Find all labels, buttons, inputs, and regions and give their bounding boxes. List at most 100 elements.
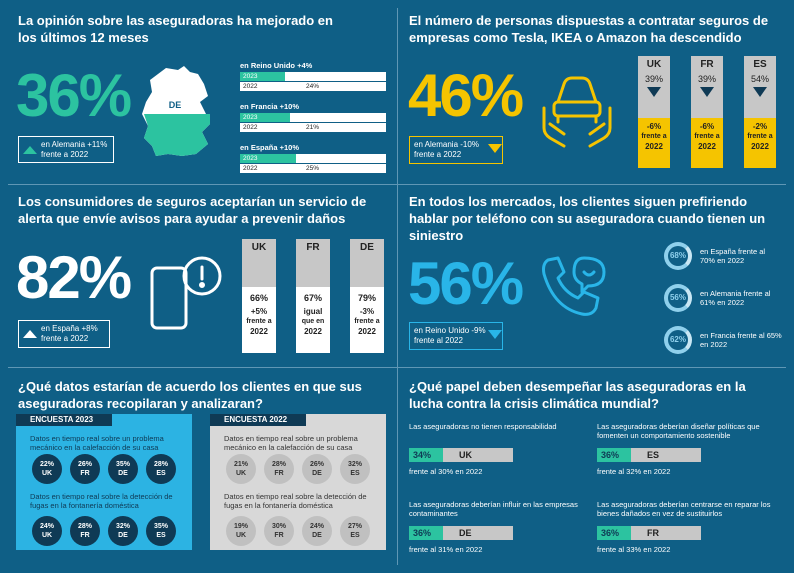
circle-country: ES [350, 532, 360, 539]
q2-note-text: en Alemania -10% frente a 2022 [414, 140, 479, 159]
year-label: 2022 [243, 165, 258, 172]
change-line2: que en [301, 318, 325, 325]
column-pct: 67% [303, 293, 322, 303]
change-line1: igual [303, 307, 323, 316]
country-circle: 24% DE [302, 516, 332, 546]
climate-country: FR [631, 526, 701, 540]
column-bottom: -6% frente a 2022 [638, 118, 670, 168]
change-sub: frente a [641, 133, 667, 140]
change-line1: +5% [250, 307, 268, 316]
q1-note: en Alemania +11% frente a 2022 [18, 136, 114, 163]
circle-value: 24% [39, 523, 54, 530]
country-circle: 30% FR [264, 516, 294, 546]
column-top: FR 39% [691, 56, 723, 118]
column-top: UK 39% [638, 56, 670, 118]
change-year: 2022 [751, 142, 769, 151]
climate-pct: 34% [409, 448, 443, 462]
circle-country: ES [156, 470, 166, 477]
column-pct: 79% [357, 293, 376, 303]
change-sub: frente a [747, 133, 773, 140]
country-label: en Reino Unido +4% [240, 61, 313, 70]
year-bar: 2023 31% [240, 113, 386, 122]
country-circle: 27% ES [340, 516, 370, 546]
column-top: DE [350, 239, 384, 287]
column-fr: FR 67% igual que en 2022 [296, 239, 330, 353]
column-top: UK [242, 239, 276, 287]
change-line3: 2022 [358, 327, 376, 336]
climate-pct: 36% [409, 526, 443, 540]
column-pct: 66% [249, 293, 268, 303]
change-line3: 2022 [250, 327, 268, 336]
climate-bar: 36% ES [597, 448, 701, 462]
q1-note-text: en Alemania +11% frente a 2022 [41, 139, 108, 159]
circle-value: 28% [153, 461, 168, 468]
column-uk: UK 39% -6% frente a 2022 [638, 56, 670, 168]
country-circle: 35% ES [146, 516, 176, 546]
circle-value: 32% [115, 523, 130, 530]
down-arrow-icon [753, 87, 767, 97]
circle-value: 27% [347, 523, 362, 530]
q6-title: ¿Qué papel deben desempeñar las asegurad… [409, 379, 746, 411]
climate-country: UK [443, 448, 513, 462]
year-value: 28% [306, 73, 320, 80]
country-code: FR [306, 242, 320, 253]
q2-note: en Alemania -10% frente a 2022 [409, 136, 503, 164]
climate-statement: Las aseguradoras deberían diseñar políti… [597, 422, 760, 440]
down-arrow-icon [700, 87, 714, 97]
survey-panel: ENCUESTA 2022 Datos en tiempo real sobre … [210, 414, 386, 550]
year-label: 2023 [243, 155, 258, 162]
change-value: -6% [699, 122, 715, 131]
year-value: 35% [306, 155, 320, 162]
climate-country: ES [631, 448, 701, 462]
down-arrow-icon [488, 144, 502, 153]
climate-pct: 36% [597, 526, 631, 540]
climate-pct: 36% [597, 448, 631, 462]
circle-value: 28% [77, 523, 92, 530]
change-line1: -3% [359, 307, 375, 316]
circle-country: UK [235, 470, 247, 477]
ring-value: 56% [664, 284, 692, 312]
ring-text: en Francia frente al 65% en 2022 [700, 331, 782, 349]
circle-country: UK [235, 532, 247, 539]
climate-foot: frente al 32% en 2022 [597, 467, 671, 476]
q2-big-value: 46% [408, 62, 524, 129]
arrow-up-icon [23, 145, 37, 154]
circle-value: 21% [233, 461, 248, 468]
climate-country: DE [443, 526, 513, 540]
climate-statement: Las aseguradoras deberían influir en las… [409, 500, 578, 518]
q1-country-bars: en Reino Unido +4% 2023 28% 2022 24% en Franc… [240, 60, 386, 173]
country-circle: 26% DE [302, 454, 332, 484]
country-bar-group: en Francia +10% 2023 31% 2022 21% [240, 101, 386, 132]
column-bottom: -2% frente a 2022 [744, 118, 776, 168]
year-label: 2023 [243, 73, 258, 80]
panel-header: ENCUESTA 2023 [16, 414, 112, 426]
climate-foot: frente al 30% en 2022 [409, 467, 483, 476]
column-bottom: 66% +5% frente a 2022 [242, 287, 276, 353]
circle-country: FR [274, 470, 284, 477]
q1-title: La opinión sobre las aseguradoras ha mej… [18, 13, 333, 45]
circle-value: 35% [153, 523, 168, 530]
q3-title: Los consumidores de seguros aceptarían u… [18, 194, 367, 226]
arrow-up-icon [23, 330, 37, 338]
q3-note: en España +8% frente a 2022 [18, 320, 110, 348]
column-bottom: -6% frente a 2022 [691, 118, 723, 168]
down-arrow-icon [488, 330, 502, 339]
country-bar-group: en España +10% 2023 35% 2022 25% [240, 142, 386, 173]
change-line2: frente a [246, 318, 272, 325]
circle-country: FR [80, 470, 90, 477]
down-arrow-icon [647, 87, 661, 97]
change-line3: 2022 [304, 327, 322, 336]
q3-big-value: 82% [16, 244, 132, 311]
country-circle: 32% ES [340, 454, 370, 484]
country-bar-group: en Reino Unido +4% 2023 28% 2022 24% [240, 60, 386, 91]
circle-value: 22% [39, 461, 54, 468]
circle-country: FR [274, 532, 284, 539]
circle-country: ES [156, 532, 166, 539]
q4-big-value: 56% [408, 250, 524, 317]
column-top: FR [296, 239, 330, 287]
country-circle: 28% FR [264, 454, 294, 484]
ring-value: 62% [664, 326, 692, 354]
circle-country: UK [41, 470, 53, 477]
q1-big-value: 36% [16, 62, 132, 129]
year-bar: 2022 21% [240, 123, 386, 132]
